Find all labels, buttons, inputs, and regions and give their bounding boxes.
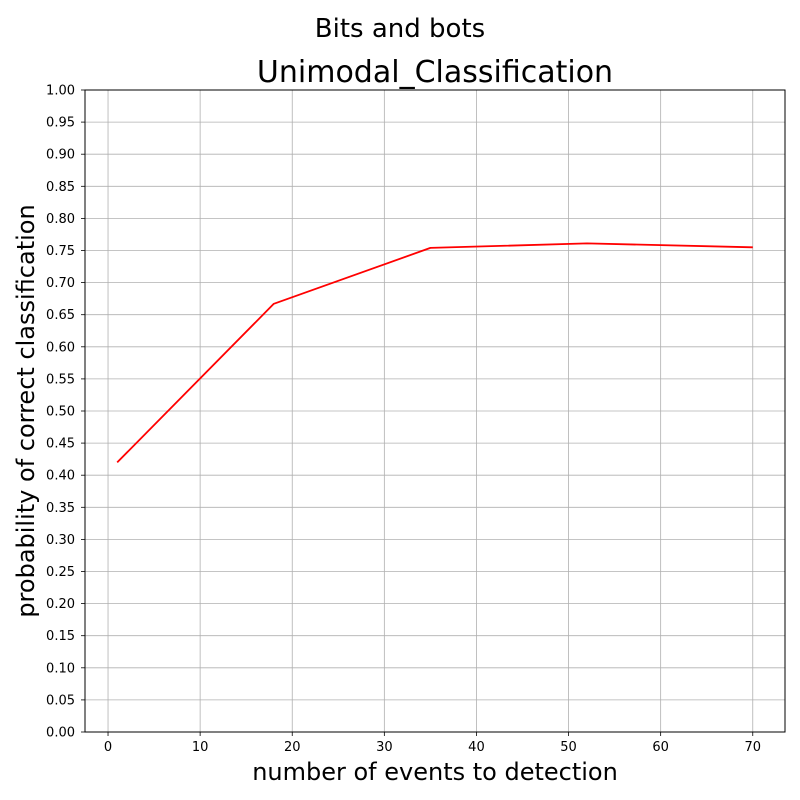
y-tick-label: 0.15 [46, 629, 75, 644]
series-lines [116, 242, 753, 464]
y-tick-label: 0.40 [46, 469, 75, 484]
chart-title: Unimodal_Classification [257, 55, 613, 90]
x-tick-label: 50 [560, 740, 577, 755]
y-tick-label: 0.65 [46, 308, 75, 323]
y-tick-label: 0.20 [46, 597, 75, 612]
y-tick-label: 0.80 [46, 212, 75, 227]
x-tick-label: 20 [284, 740, 301, 755]
y-tick-label: 0.30 [46, 533, 75, 548]
x-tick-label: 0 [104, 740, 112, 755]
x-tick-label: 10 [192, 740, 209, 755]
ticks: 0 10 20 30 40 50 60 70 0.00 0.05 0.10 0.15 0.20 0.25 0… [46, 84, 761, 756]
y-tick-label: 0.35 [46, 501, 75, 516]
y-tick-label: 1.00 [46, 84, 75, 99]
y-axis-label: probability of correct classification [12, 204, 40, 617]
x-axis-label: number of events to detection [252, 758, 618, 786]
y-tick-label: 0.00 [46, 726, 75, 741]
y-tick-label: 0.10 [46, 661, 75, 676]
y-tick-label: 0.05 [46, 693, 75, 708]
plot-frame [84, 89, 786, 733]
y-tick-label: 0.60 [46, 340, 75, 355]
y-tick-label: 0.85 [46, 180, 75, 195]
y-tick-label: 0.45 [46, 437, 75, 452]
y-tick-label: 0.70 [46, 276, 75, 291]
grid [85, 89, 785, 733]
chart-suptitle: Bits and bots [315, 14, 485, 44]
x-tick-label: 30 [376, 740, 393, 755]
x-tick-label: 60 [652, 740, 669, 755]
y-tick-label: 0.90 [46, 148, 75, 163]
y-tick-label: 0.55 [46, 372, 75, 387]
y-tick-label: 0.50 [46, 405, 75, 420]
y-tick-label: 0.25 [46, 565, 75, 580]
series-line [116, 242, 753, 464]
x-tick-label: 70 [744, 740, 761, 755]
x-tick-label: 40 [468, 740, 485, 755]
y-tick-label: 0.75 [46, 244, 75, 259]
y-tick-label: 0.95 [46, 116, 75, 131]
